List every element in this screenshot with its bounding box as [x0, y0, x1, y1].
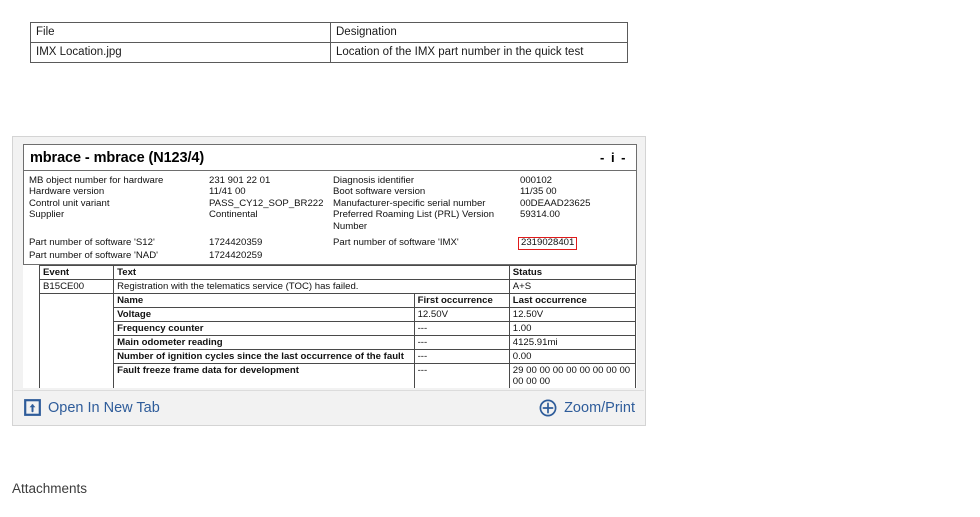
id-label: [331, 250, 518, 261]
attachments-caption: Attachments: [12, 481, 88, 496]
table-row: Voltage 12.50V 12.50V: [40, 307, 637, 323]
id-value-cell: 2319028401: [518, 237, 637, 251]
zoom-print-label: Zoom/Print: [564, 399, 635, 416]
id-label: Preferred Roaming List (PRL) Version Num…: [333, 209, 495, 232]
id-value: Continental: [209, 209, 258, 221]
table-row: Main odometer reading --- 4125.91mi: [40, 335, 637, 351]
cell-event-code: B15CE00: [38, 279, 115, 295]
id-value: 11/41 00: [209, 186, 246, 198]
document-title: mbrace - mbrace (N123/4): [30, 149, 205, 166]
id-value: 00DEAAD23625: [520, 197, 591, 209]
id-label: Supplier: [29, 209, 65, 221]
cell-detail-first: ---: [413, 349, 510, 365]
id-value: PASS_CY12_SOP_BR222: [209, 197, 324, 209]
identification-row: Part number of software 'NAD' 1724420259: [24, 250, 637, 261]
fault-table: Event Text Status B15CE00 Registration w…: [38, 265, 637, 388]
id-label: Control unit variant: [29, 197, 110, 209]
fault-table-wrapper: Event Text Status B15CE00 Registration w…: [23, 265, 637, 388]
id-value: [518, 250, 637, 261]
id-value: 000102: [520, 175, 553, 186]
fault-header-row: Event Text Status: [38, 265, 637, 281]
cell-detail-last: 0.00: [508, 349, 637, 365]
cell-event-spacer: [38, 293, 115, 388]
cell-detail-last: 4125.91mi: [508, 335, 637, 351]
cell-event-status: A+S: [508, 279, 637, 295]
imx-part-number-highlight: 2319028401: [518, 237, 578, 251]
cell-detail-name: Frequency counter: [113, 321, 415, 337]
id-value: 11/35 00: [520, 186, 557, 198]
zoom-print-button[interactable]: Zoom/Print: [539, 399, 635, 417]
column-header-name: Name: [113, 293, 415, 309]
document-header: mbrace - mbrace (N123/4) - i -: [23, 144, 637, 171]
cell-detail-first: ---: [413, 321, 510, 337]
id-label: Boot software version: [333, 186, 426, 198]
id-value: 231 901 22 01: [209, 175, 271, 186]
cell-detail-last: 1.00: [508, 321, 637, 337]
fault-event-row: B15CE00 Registration with the telematics…: [38, 279, 637, 295]
column-header-event: Event: [38, 265, 115, 281]
id-label: Part number of software 'S12': [29, 237, 155, 249]
cell-detail-name: Number of ignition cycles since the last…: [113, 349, 415, 365]
cell-detail-name: Voltage: [113, 307, 415, 323]
cell-file-designation: Location of the IMX part number in the q…: [330, 42, 628, 63]
cell-detail-name: Fault freeze frame data for development: [113, 363, 415, 388]
id-label: MB object number for hardware: [29, 175, 164, 186]
zoom-plus-icon: [539, 399, 557, 417]
table-header-row: File Designation: [30, 22, 628, 43]
id-value: 1724420259: [209, 250, 263, 262]
cell-detail-last: 12.50V: [508, 307, 637, 323]
id-label: Hardware version: [29, 186, 105, 198]
detail-header-row: Name First occurrence Last occurrence: [38, 293, 637, 388]
cell-event-text: Registration with the telematics service…: [113, 279, 510, 295]
column-header-status: Status: [508, 265, 637, 281]
identification-row: MB object number for hardware 231 901 22…: [24, 175, 637, 186]
info-icon: - i -: [600, 150, 627, 165]
viewer-toolbar: Open In New Tab Zoom/Print: [14, 390, 644, 424]
table-row: Frequency counter --- 1.00: [40, 321, 637, 337]
identification-row: Part number of software 'S12' 1724420359…: [24, 237, 637, 251]
identification-grid: MB object number for hardware 231 901 22…: [24, 175, 637, 261]
id-value: 59314.00: [520, 209, 561, 221]
table-row: Number of ignition cycles since the last…: [40, 349, 637, 365]
open-in-new-tab-icon: [24, 399, 41, 416]
cell-detail-first: ---: [413, 363, 510, 388]
id-label: Part number of software 'NAD': [29, 250, 158, 262]
table-row: IMX Location.jpg Location of the IMX par…: [30, 42, 628, 63]
identification-row: Control unit variant PASS_CY12_SOP_BR222…: [24, 198, 637, 209]
identification-row: Supplier Continental Preferred Roaming L…: [24, 209, 637, 232]
cell-detail-last: 29 00 00 00 00 00 00 00 00 00 00 00: [508, 363, 637, 388]
id-value: 1724420359: [209, 237, 263, 249]
identification-row: Hardware version 11/41 00 Boot software …: [24, 186, 637, 197]
column-header-designation: Designation: [330, 22, 628, 43]
document-viewer-panel: mbrace - mbrace (N123/4) - i - MB object…: [12, 136, 646, 426]
column-header-file: File: [30, 22, 331, 43]
column-header-text: Text: [113, 265, 510, 281]
cell-file-name: IMX Location.jpg: [30, 42, 331, 63]
open-in-new-tab-button[interactable]: Open In New Tab: [24, 399, 160, 416]
column-header-last-occurrence: Last occurrence: [508, 293, 637, 309]
id-label: Diagnosis identifier: [333, 175, 415, 186]
document-page: mbrace - mbrace (N123/4) - i - MB object…: [23, 144, 637, 388]
id-label: Manufacturer-specific serial number: [333, 197, 486, 209]
cell-detail-first: ---: [413, 335, 510, 351]
table-row: Fault freeze frame data for development …: [40, 363, 637, 388]
identification-block: MB object number for hardware 231 901 22…: [23, 171, 637, 266]
cell-detail-first: 12.50V: [413, 307, 510, 323]
column-header-first-occurrence: First occurrence: [413, 293, 510, 309]
open-in-new-tab-label: Open In New Tab: [48, 399, 160, 416]
file-designation-table: File Designation IMX Location.jpg Locati…: [30, 22, 628, 63]
cell-detail-name: Main odometer reading: [113, 335, 415, 351]
id-label: Part number of software 'IMX': [333, 237, 459, 249]
